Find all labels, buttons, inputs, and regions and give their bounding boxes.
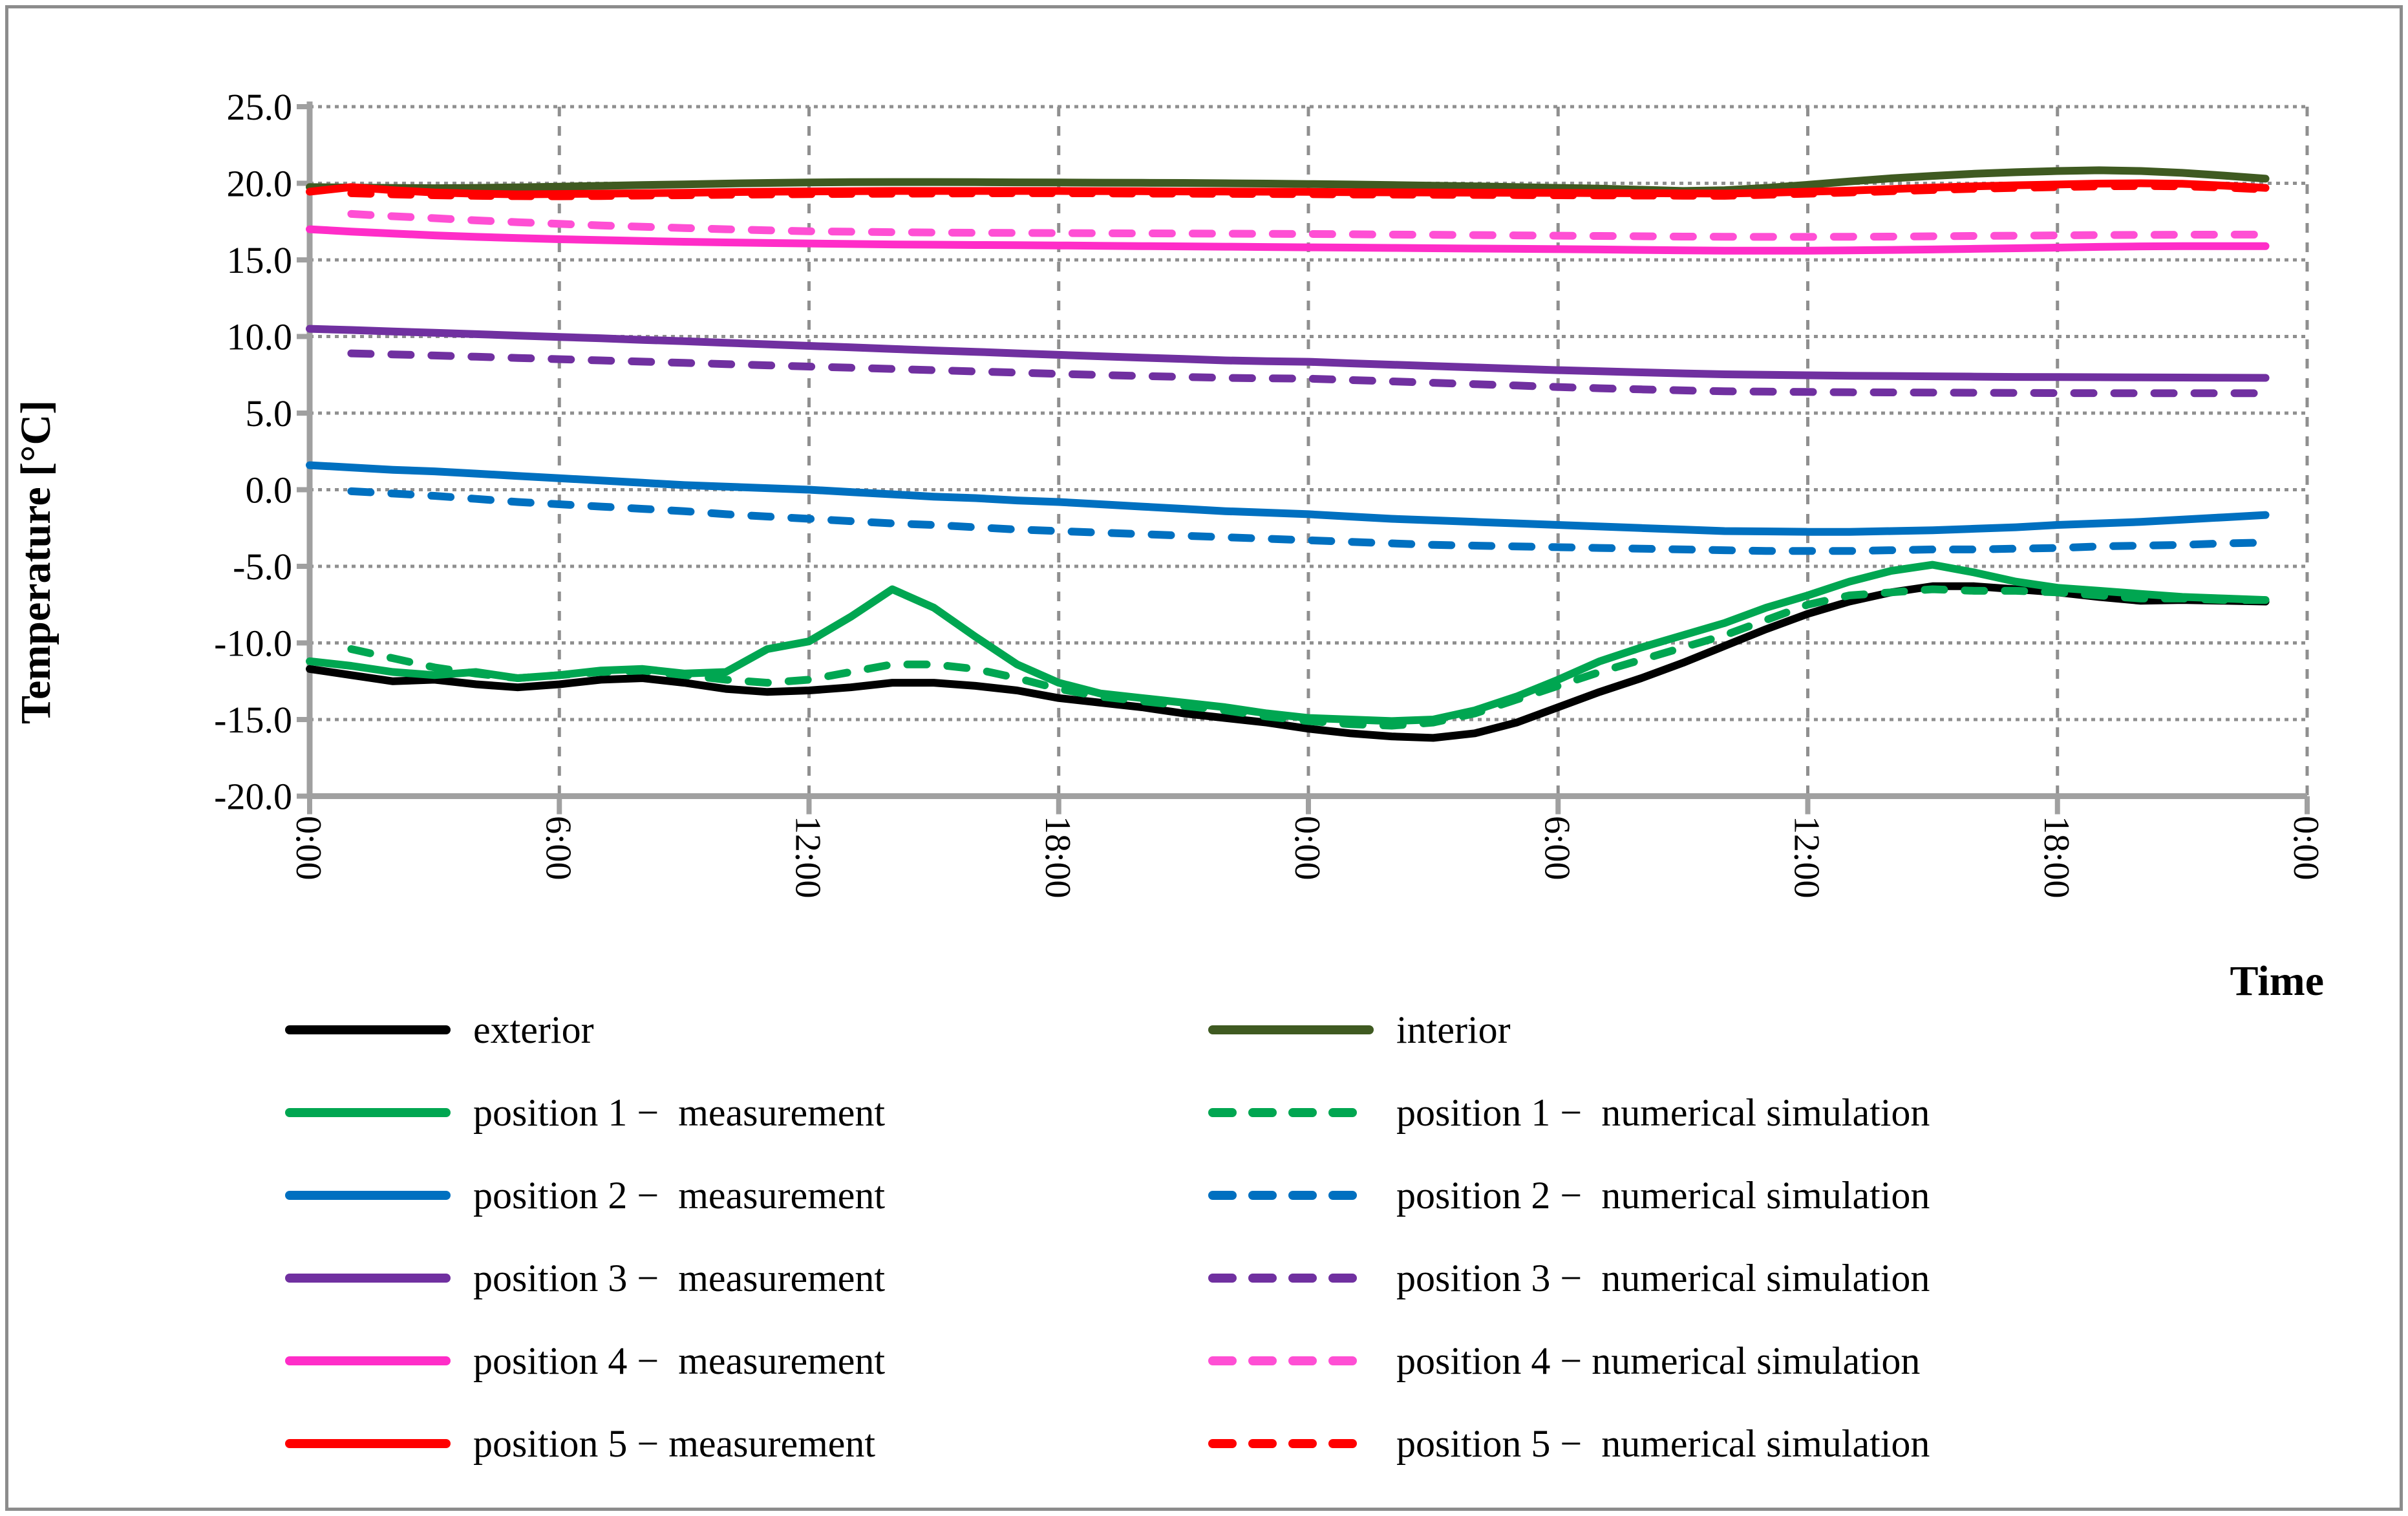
legend-label: position 5 − measurement [473, 1422, 876, 1465]
series-position-2-−-measurement [306, 461, 2270, 536]
legend-label: position 1 − measurement [473, 1091, 886, 1134]
legend-label: position 5 − numerical simulation [1396, 1422, 1930, 1465]
y-tick-label: 20.0 [227, 163, 293, 205]
legend-label: position 3 − measurement [473, 1256, 886, 1299]
legend-entry-position-5-−-numerical-simulation: position 5 − numerical simulation [1208, 1413, 1930, 1475]
legend-entry-position-4-−-measurement: position 4 − measurement [284, 1330, 885, 1392]
figure-border [5, 5, 2403, 1511]
legend-swatch [285, 1191, 451, 1200]
series-position-4-−-measurement [306, 225, 2270, 255]
x-tick-label: 0:00 [288, 816, 328, 881]
x-tick-label: 6:00 [538, 816, 578, 881]
legend-entry-position-1-−-measurement: position 1 − measurement [284, 1082, 885, 1144]
x-tick-label: 6:00 [1537, 816, 1577, 881]
y-tick-label: -15.0 [214, 699, 292, 741]
legend-label: position 2 − numerical simulation [1396, 1173, 1930, 1217]
legend-label: position 4 − numerical simulation [1396, 1339, 1921, 1382]
y-tick-label: -20.0 [214, 776, 292, 818]
legend-entry-position-2-−-numerical-simulation: position 2 − numerical simulation [1208, 1164, 1930, 1226]
legend-label: interior [1396, 1008, 1511, 1051]
legend-swatch [1208, 1356, 1374, 1365]
x-tick-label: 0:00 [2286, 816, 2326, 881]
legend-swatch [285, 1108, 451, 1117]
y-tick-label: -5.0 [233, 546, 292, 588]
legend-label: exterior [473, 1008, 594, 1051]
series-position-3-−-numerical-simulation [347, 349, 2270, 398]
legend-label: position 4 − measurement [473, 1339, 886, 1382]
x-tick-label: 12:00 [1787, 816, 1827, 899]
series-position-5-−-measurement [306, 179, 2270, 198]
x-tick-label: 0:00 [1287, 816, 1327, 881]
legend-entry-exterior: exterior [284, 999, 594, 1061]
y-tick-label: 5.0 [246, 392, 293, 434]
y-tick-label: 10.0 [227, 316, 293, 358]
legend-swatch [1208, 1025, 1374, 1034]
legend-swatch [1208, 1191, 1374, 1200]
legend-swatch [285, 1274, 451, 1283]
series-position-3-−-measurement [306, 325, 2270, 382]
y-tick-label: 0.0 [246, 469, 293, 511]
series-position-1-−-numerical-simulation [347, 585, 2270, 730]
legend-entry-interior: interior [1208, 999, 1511, 1061]
legend-label: position 1 − numerical simulation [1396, 1091, 1930, 1134]
legend-swatch [285, 1025, 451, 1034]
legend-label: position 3 − numerical simulation [1396, 1256, 1930, 1299]
series-interior [306, 166, 2270, 195]
legend-entry-position-5-−-measurement: position 5 − measurement [284, 1413, 875, 1475]
legend-swatch [285, 1439, 451, 1448]
legend-entry-position-1-−-numerical-simulation: position 1 − numerical simulation [1208, 1082, 1930, 1144]
x-axis-title: Time [2230, 957, 2324, 1005]
legend-swatch [1208, 1108, 1374, 1117]
x-tick-label: 18:00 [1038, 816, 1078, 899]
legend-entry-position-3-−-measurement: position 3 − measurement [284, 1247, 885, 1309]
series-position-2-−-numerical-simulation [347, 487, 2270, 555]
legend-entry-position-2-−-measurement: position 2 − measurement [284, 1164, 885, 1226]
series-position-4-−-numerical-simulation [347, 209, 2270, 241]
legend-swatch [285, 1356, 451, 1365]
y-axis-title: Temperature [°C] [12, 400, 451, 724]
y-tick-label: 25.0 [227, 86, 293, 128]
x-tick-label: 12:00 [788, 816, 828, 899]
legend-entry-position-3-−-numerical-simulation: position 3 − numerical simulation [1208, 1247, 1930, 1309]
y-tick-label: 15.0 [227, 239, 293, 281]
legend-label: position 2 − measurement [473, 1173, 886, 1217]
legend-swatch [1208, 1274, 1374, 1283]
legend-swatch [1208, 1439, 1374, 1448]
legend-entry-position-4-−-numerical-simulation: position 4 − numerical simulation [1208, 1330, 1920, 1392]
y-tick-label: -10.0 [214, 623, 292, 665]
x-tick-label: 18:00 [2036, 816, 2076, 899]
